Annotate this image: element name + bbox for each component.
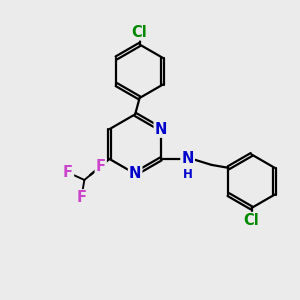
Text: F: F [63, 165, 73, 180]
Text: Cl: Cl [244, 213, 260, 228]
Text: N: N [182, 152, 194, 166]
Text: F: F [96, 159, 106, 174]
Text: N: N [155, 122, 167, 137]
Text: Cl: Cl [132, 25, 148, 40]
Text: F: F [76, 190, 86, 205]
Text: N: N [129, 166, 141, 181]
Text: H: H [183, 168, 193, 182]
